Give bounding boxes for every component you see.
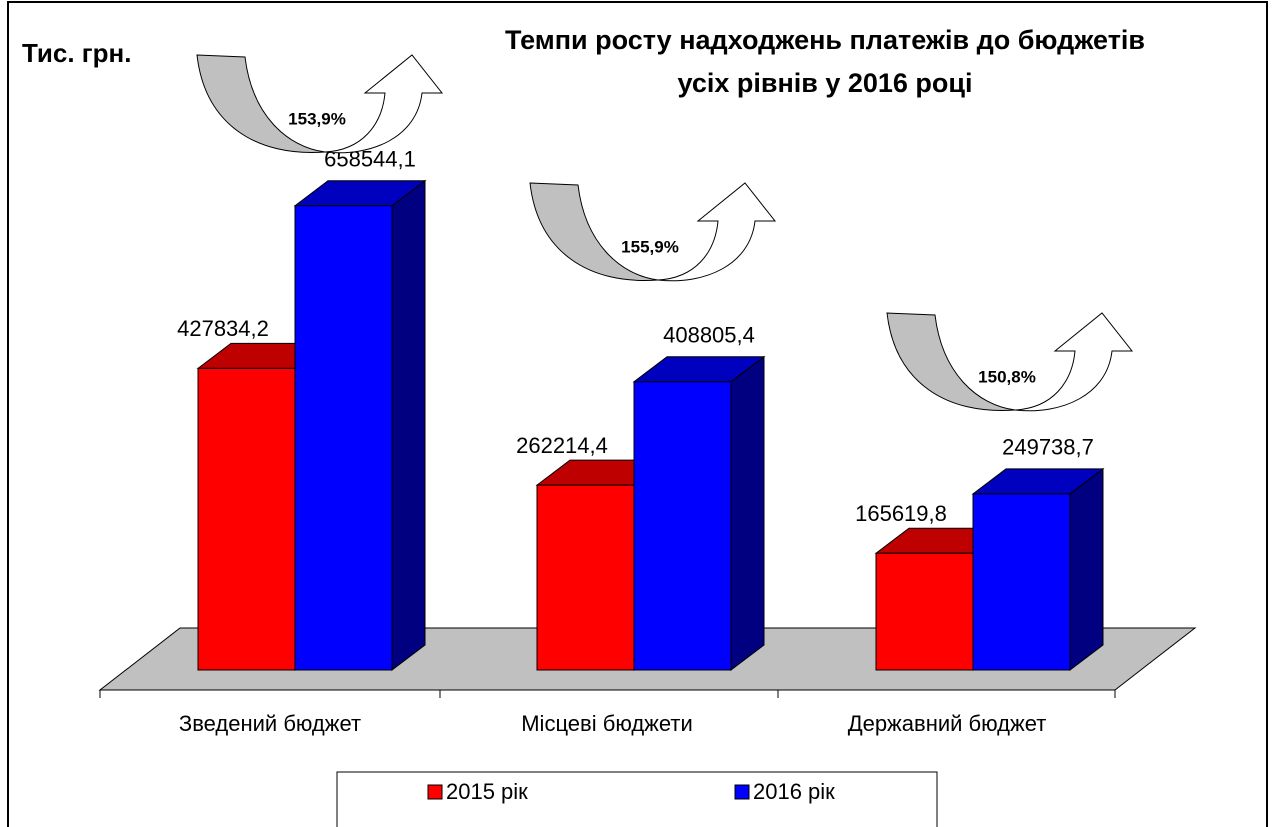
bar-front bbox=[972, 493, 1071, 671]
arrow-head bbox=[1014, 312, 1134, 412]
bar bbox=[971, 467, 1105, 672]
x-tick-label: Державний бюджет bbox=[848, 711, 1047, 736]
bar bbox=[632, 355, 766, 672]
chart-title: Темпи росту надходжень платежів до бюдже… bbox=[505, 25, 1145, 55]
chart-title: усіх рівнів у 2016 році bbox=[677, 68, 972, 98]
legend-label: 2016 рік bbox=[753, 779, 835, 804]
growth-label: 153,9% bbox=[288, 109, 346, 128]
bar-front bbox=[536, 484, 635, 671]
value-label: 262214,4 bbox=[516, 433, 608, 458]
legend-label: 2015 рік bbox=[446, 779, 528, 804]
arrow-tail bbox=[886, 312, 1016, 412]
arrow-head bbox=[657, 182, 777, 282]
legend bbox=[336, 771, 938, 827]
arrow-tail bbox=[529, 182, 659, 282]
value-label: 249738,7 bbox=[1002, 435, 1094, 460]
value-label: 165619,8 bbox=[855, 501, 947, 526]
value-label: 427834,2 bbox=[177, 316, 269, 341]
growth-arrow bbox=[886, 312, 1134, 412]
bar-front bbox=[197, 367, 296, 671]
legend-swatch bbox=[427, 784, 443, 800]
arrow-tail bbox=[196, 54, 326, 154]
growth-label: 150,8% bbox=[978, 367, 1036, 386]
arrow-head bbox=[324, 54, 444, 154]
bar-side bbox=[391, 179, 426, 672]
value-label: 408805,4 bbox=[663, 323, 755, 348]
growth-label: 155,9% bbox=[621, 237, 679, 256]
growth-arrow bbox=[196, 54, 444, 154]
bar bbox=[293, 179, 427, 672]
bar-side bbox=[1069, 467, 1104, 672]
bar-side bbox=[730, 355, 765, 672]
legend-swatch bbox=[734, 784, 750, 800]
x-tick-label: Місцеві бюджети bbox=[521, 711, 693, 736]
x-tick-label: Зведений бюджет bbox=[179, 711, 361, 736]
bar-front bbox=[294, 205, 393, 671]
growth-arrow bbox=[529, 182, 777, 282]
bar-front bbox=[633, 381, 732, 671]
bar-front bbox=[875, 552, 974, 671]
y-axis-label: Тис. грн. bbox=[22, 38, 131, 68]
